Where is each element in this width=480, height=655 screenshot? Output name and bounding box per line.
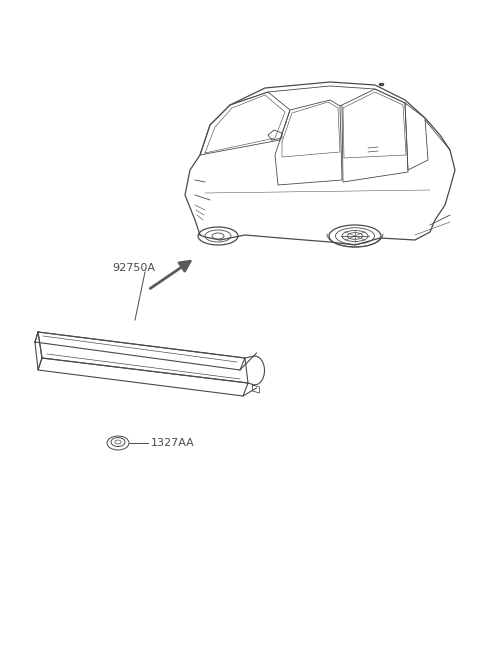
Text: 92750A: 92750A	[112, 263, 155, 273]
Text: 1327AA: 1327AA	[151, 438, 195, 448]
